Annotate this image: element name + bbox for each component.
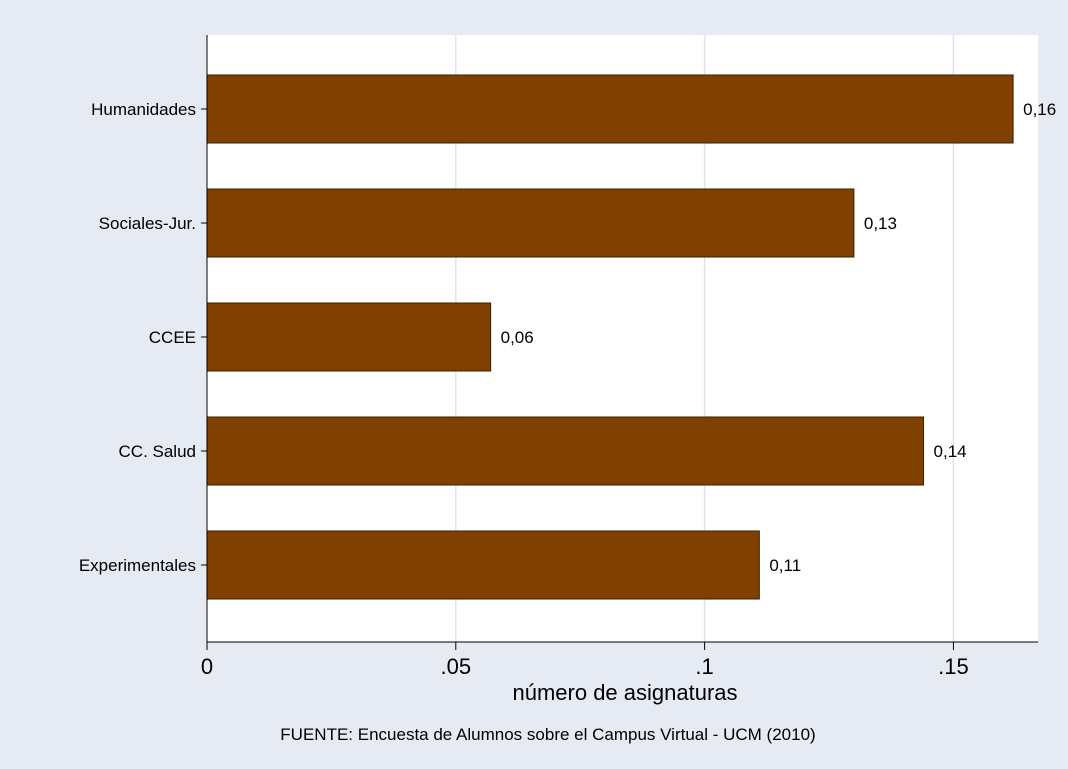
bar	[206, 302, 492, 372]
data-label: 0,13	[864, 214, 897, 233]
x-tick-label: .15	[938, 654, 969, 679]
bar	[206, 74, 1014, 144]
data-label: 0,11	[769, 556, 801, 575]
category-label: CC. Salud	[119, 442, 196, 461]
labels: Humanidades 0,16 Sociales-Jur. 0,13 CCEE 0,06…	[79, 100, 1056, 679]
bar	[206, 188, 855, 258]
bars	[206, 74, 1014, 600]
source-note: FUENTE: Encuesta de Alumnos sobre el Cam…	[280, 725, 815, 744]
category-label: Humanidades	[91, 100, 196, 119]
bar	[206, 416, 925, 486]
data-label: 0,06	[501, 328, 534, 347]
bar	[206, 530, 760, 600]
x-tick-label: 0	[201, 654, 213, 679]
x-tick-label: .05	[441, 654, 472, 679]
data-label: 0,14	[934, 442, 967, 461]
axes	[201, 35, 1038, 650]
category-label: Experimentales	[79, 556, 196, 575]
x-axis-label: número de asignaturas	[512, 680, 737, 705]
category-label: CCEE	[149, 328, 196, 347]
x-tick-label: .1	[695, 654, 713, 679]
category-label: Sociales-Jur.	[99, 214, 196, 233]
data-label: 0,16	[1023, 100, 1056, 119]
